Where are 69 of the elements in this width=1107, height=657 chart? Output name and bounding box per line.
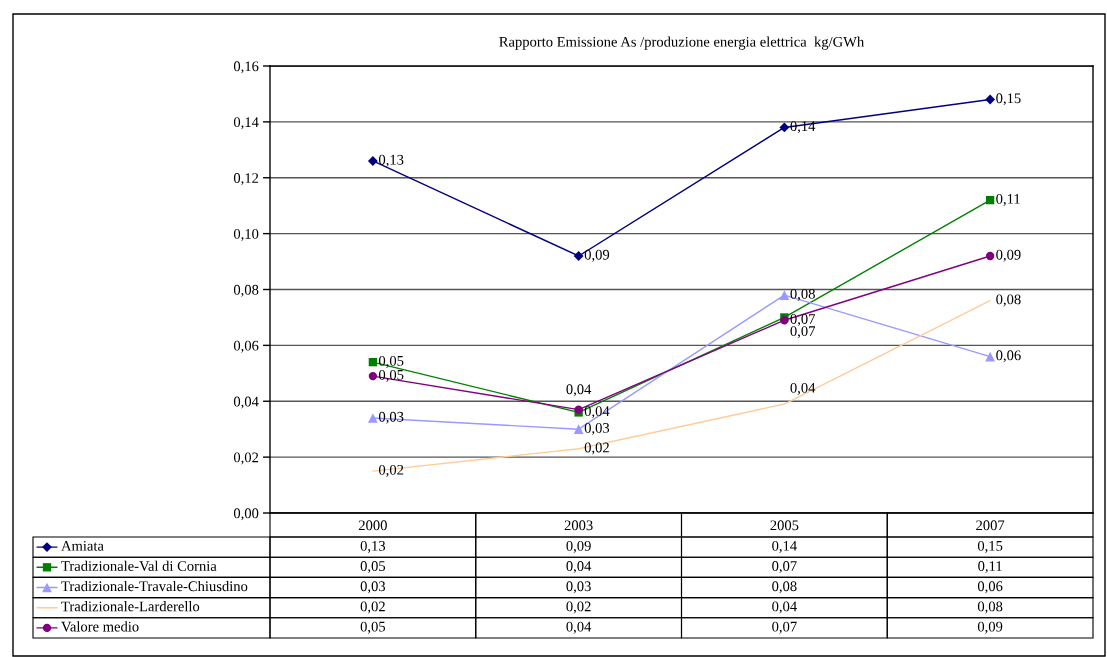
data-label: 0,06 — [977, 581, 1003, 594]
data-label: 0,02 — [566, 601, 591, 614]
text: 0,04 — [790, 382, 816, 395]
data-label: 0,15 — [977, 540, 1003, 553]
chart-title: Rapporto Emissione As /produzione energia elettrica kg/GWh — [499, 36, 865, 50]
y-tick-label: 0,04 — [233, 396, 259, 409]
data-label: 0,08 — [772, 581, 797, 594]
data-label: 0,09 — [566, 540, 591, 553]
x-tick-label: 2000 — [358, 520, 387, 531]
point — [985, 195, 995, 205]
y-tick-label: 0,12 — [233, 173, 259, 186]
text: 0,02 — [378, 464, 404, 477]
text: 0,02 — [584, 442, 609, 455]
text: 0,13 — [378, 154, 404, 167]
text: 0,09 — [996, 249, 1021, 262]
x-tick-label: 2007 — [976, 520, 1005, 531]
y-tick-label: 0,02 — [233, 452, 259, 465]
legend-label: Amiata — [61, 540, 104, 551]
point — [368, 371, 378, 381]
text: 0,15 — [996, 93, 1021, 106]
data-label: 0,14 — [772, 540, 797, 553]
y-tick-label: 0,14 — [233, 117, 259, 130]
y-tick-label: 0,08 — [233, 284, 259, 297]
text: 0,08 — [996, 294, 1021, 307]
point — [368, 413, 378, 423]
text: 0,03 — [378, 411, 404, 424]
y-tick-label: 0,00 — [233, 508, 259, 521]
point — [779, 122, 790, 133]
x-tick-label: 2005 — [770, 520, 799, 531]
text: 0,11 — [996, 193, 1020, 206]
text: 0,03 — [584, 423, 610, 435]
data-label: 0,02 — [360, 601, 385, 614]
x-tick-label: 2003 — [564, 520, 593, 531]
text: 0,04 — [584, 406, 610, 419]
data-label: 0,04 — [566, 561, 592, 574]
point — [779, 290, 790, 300]
text: 0,09 — [584, 249, 610, 262]
y-tick-label: 0,16 — [233, 61, 259, 74]
data-label: 0,09 — [977, 621, 1003, 634]
text: 0,06 — [996, 350, 1021, 363]
data-label: 0,13 — [360, 540, 386, 553]
legend-label: Valore medio — [61, 621, 139, 632]
legend-label: Tradizionale-Travale-Chiusdino — [61, 580, 248, 592]
data-label: 0,07 — [772, 621, 797, 634]
data-label: 0,04 — [772, 601, 797, 614]
point — [573, 251, 584, 261]
text: 0,08 — [790, 288, 815, 301]
point — [985, 351, 995, 362]
data-label: 0,04 — [566, 621, 592, 634]
text: 0,04 — [566, 384, 592, 397]
text: 0,05 — [378, 355, 404, 368]
data-label: 0,11 — [978, 561, 1002, 574]
point — [573, 424, 584, 435]
data-label: 0,05 — [360, 561, 386, 574]
data-label: 0,07 — [772, 561, 797, 574]
data-label: 0,03 — [360, 581, 386, 594]
y-tick-label: 0,06 — [233, 340, 259, 353]
data-label: 0,05 — [360, 621, 386, 634]
point — [367, 156, 378, 166]
point — [985, 94, 996, 105]
legend-label: Tradizionale-Larderello — [61, 601, 200, 612]
point — [985, 251, 995, 261]
point — [368, 357, 378, 367]
data-label: 0,03 — [566, 581, 591, 594]
legend-label: Tradizionale-Val di Cornia — [61, 560, 217, 572]
y-tick-label: 0,10 — [233, 228, 259, 241]
text: 0,07 — [790, 326, 816, 339]
text: 0,07 — [790, 314, 816, 326]
data-label: 0,08 — [977, 601, 1003, 614]
